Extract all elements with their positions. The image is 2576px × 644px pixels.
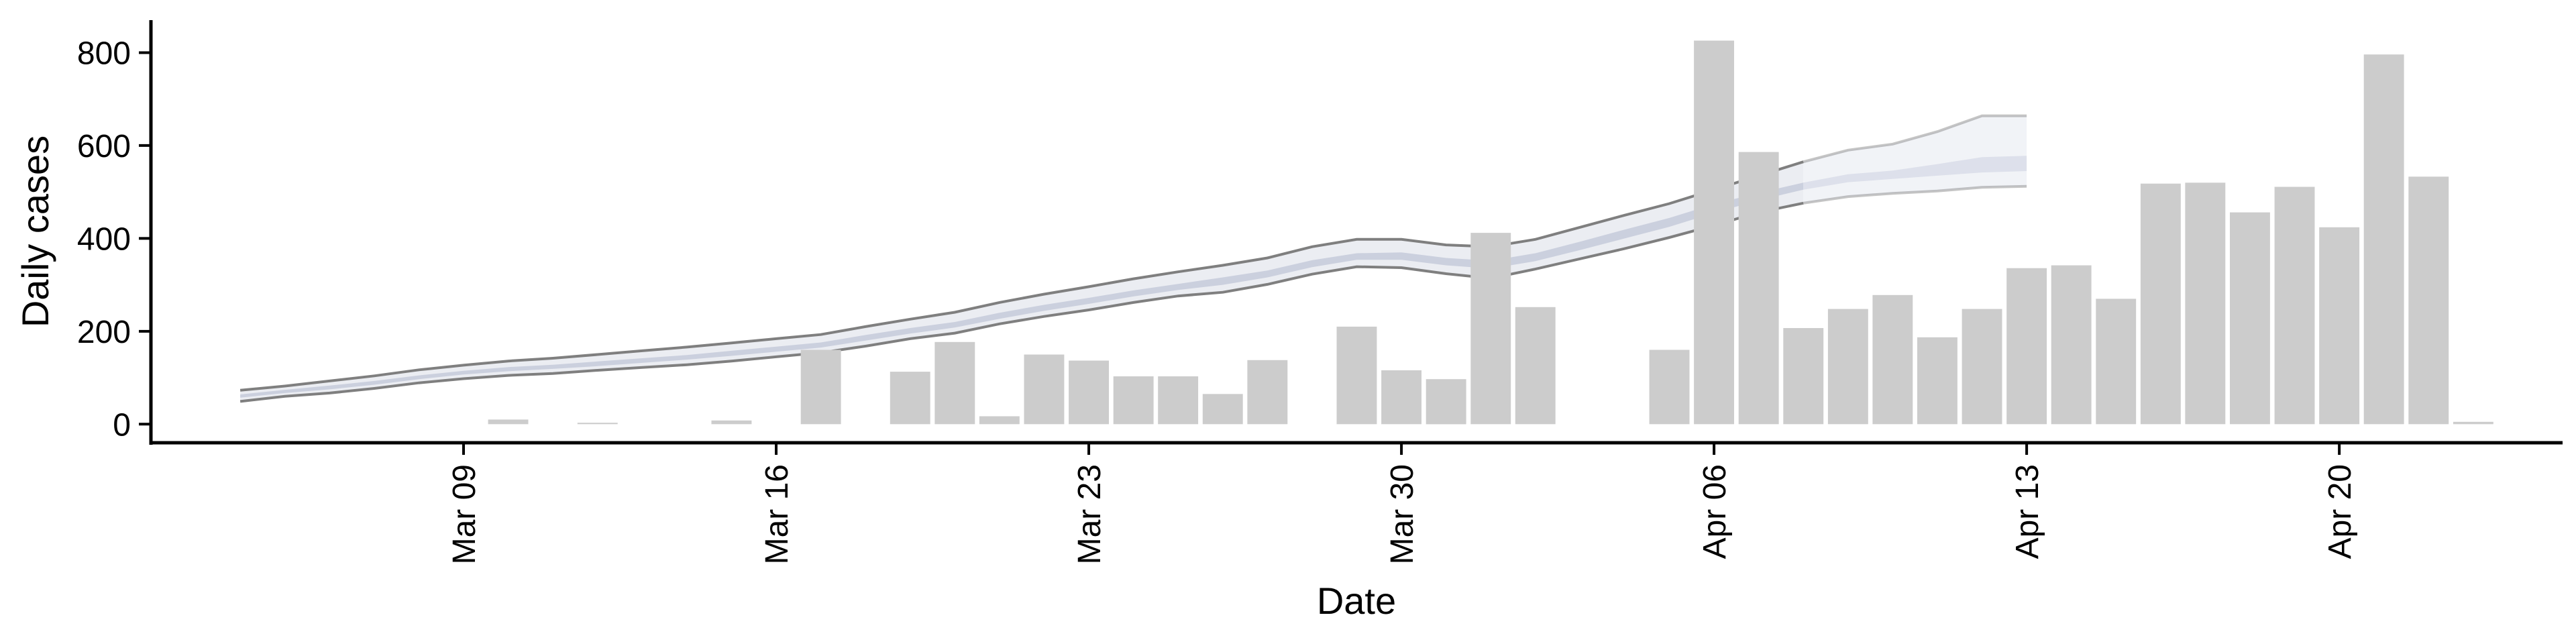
inner-band-projection <box>1803 156 2027 190</box>
bar <box>2453 421 2493 425</box>
y-tick-label: 600 <box>77 129 131 164</box>
y-tick-label: 400 <box>77 221 131 257</box>
lower-bound-line <box>239 201 1804 403</box>
upper-bound-projection-line <box>1803 114 2027 164</box>
x-tick-label: Mar 16 <box>759 464 795 564</box>
x-axis-ticks: Mar 09 Mar 16 Mar 23 Mar 30 Apr 06 Apr 13 Apr … <box>447 443 2358 564</box>
bar <box>2096 299 2137 425</box>
bar <box>2408 176 2449 425</box>
bar <box>1649 350 1690 425</box>
y-tick-label: 800 <box>77 36 131 71</box>
bar <box>890 372 930 425</box>
bar <box>1024 354 1065 425</box>
bar <box>1872 294 1913 425</box>
x-tick-label: Apr 13 <box>2010 464 2045 559</box>
bar <box>1783 328 1824 425</box>
lower-bound-projection-line <box>1803 184 2027 205</box>
bar <box>1069 360 1109 425</box>
bar <box>2274 186 2315 425</box>
bar <box>2140 183 2181 425</box>
bar <box>800 350 841 425</box>
y-axis-title: Daily cases <box>14 136 56 327</box>
daily-case-bars <box>488 40 2493 425</box>
bar <box>1470 233 1511 425</box>
x-tick-label: Mar 30 <box>1385 464 1420 564</box>
outer-band-estimate <box>240 162 1804 402</box>
bar <box>2230 212 2270 425</box>
upper-bound-line <box>239 160 1804 392</box>
bar <box>2185 182 2226 425</box>
outer-band-projection <box>1803 115 2027 203</box>
bar <box>1738 152 1779 425</box>
bar <box>1962 309 2002 425</box>
bar <box>1336 326 1377 425</box>
bar <box>2319 227 2360 425</box>
bar <box>1917 337 1957 425</box>
bar <box>488 419 529 425</box>
bar <box>1827 309 1868 425</box>
bar <box>1202 394 1243 425</box>
y-tick-label: 200 <box>77 315 131 350</box>
bar <box>1158 376 1199 425</box>
bar <box>2006 268 2047 425</box>
axes <box>149 20 2563 445</box>
bar <box>1426 379 1466 425</box>
bar <box>1113 376 1154 425</box>
x-tick-label: Apr 06 <box>1697 464 1733 559</box>
bar <box>577 423 618 425</box>
bar <box>1515 307 1556 425</box>
y-axis-ticks: 0 200 400 600 800 <box>77 36 151 443</box>
x-tick-label: Mar 09 <box>447 464 482 564</box>
bar <box>2363 54 2404 425</box>
bar <box>1694 40 1734 425</box>
bar <box>979 416 1020 425</box>
bar <box>1247 360 1288 425</box>
bar <box>934 341 975 425</box>
estimate-bands <box>239 114 2027 403</box>
x-tick-label: Apr 20 <box>2322 464 2358 559</box>
bar <box>2051 265 2092 425</box>
x-tick-label: Mar 23 <box>1072 464 1108 564</box>
x-axis-title: Date <box>1317 580 1396 622</box>
y-tick-label: 0 <box>113 407 131 443</box>
bar <box>1381 370 1421 425</box>
bar <box>711 420 752 425</box>
